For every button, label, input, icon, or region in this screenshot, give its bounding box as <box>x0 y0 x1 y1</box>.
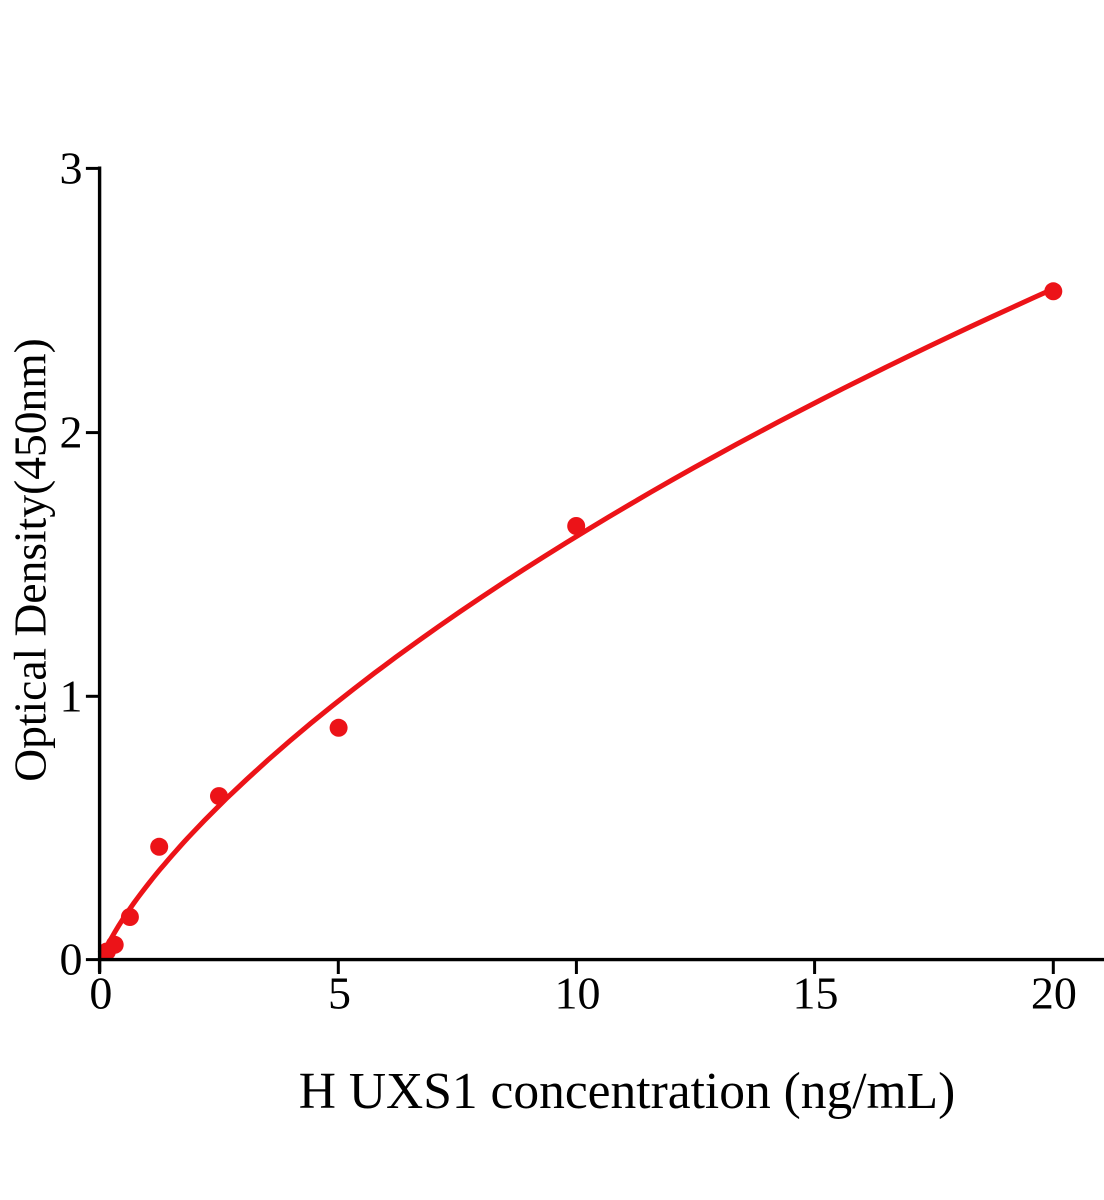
svg-text:20: 20 <box>1031 968 1077 1019</box>
svg-text:15: 15 <box>793 968 839 1019</box>
svg-text:3: 3 <box>60 142 83 193</box>
svg-text:10: 10 <box>555 968 601 1019</box>
svg-text:H UXS1 concentration (ng/mL): H UXS1 concentration (ng/mL) <box>299 1063 955 1120</box>
svg-text:5: 5 <box>328 968 351 1019</box>
svg-text:Optical Density(450nm): Optical Density(450nm) <box>5 338 56 782</box>
svg-text:0: 0 <box>89 968 112 1019</box>
svg-text:2: 2 <box>60 407 83 458</box>
svg-text:1: 1 <box>60 670 83 721</box>
svg-text:0: 0 <box>60 934 83 985</box>
